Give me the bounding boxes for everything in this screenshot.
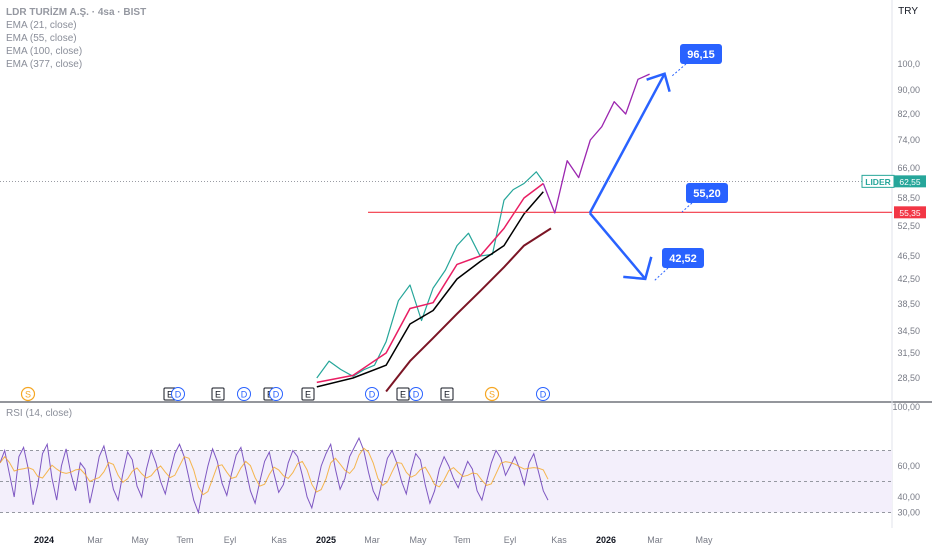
target-callout-box — [686, 183, 728, 203]
indicator-legend: LDR TURİZM A.Ş. · 4sa · BIST EMA (21, cl… — [6, 6, 146, 71]
rsi-tick-label: 60,00 — [897, 461, 920, 471]
ema-21-line — [316, 182, 544, 384]
earnings-marker — [301, 387, 315, 401]
event-marker-label: S — [25, 390, 31, 400]
price-tick-label: 42,50 — [897, 274, 920, 284]
projection-path — [542, 73, 650, 214]
up-arrow-head — [646, 72, 671, 93]
target-callout-box — [680, 44, 722, 64]
last-price-badge — [894, 175, 926, 188]
price-tick-label: 74,00 — [897, 135, 920, 145]
target-leader — [653, 267, 669, 282]
target-leader — [681, 202, 693, 213]
rsi-signal-line — [0, 447, 549, 496]
time-tick-label: Eyl — [504, 535, 517, 545]
target-callout-label: 55,20 — [693, 188, 721, 200]
level-badge — [894, 206, 926, 219]
time-tick-label: Tem — [453, 535, 470, 545]
price-tick-label: 58,50 — [897, 193, 920, 203]
event-marker-label: E — [305, 390, 311, 400]
event-marker-label: E — [400, 390, 406, 400]
dividend-marker — [409, 387, 423, 401]
ema-55-line — [316, 191, 544, 388]
event-marker-label: D — [175, 390, 182, 400]
legend-ema-55[interactable]: EMA (55, close) — [6, 33, 77, 44]
time-tick-label: Mar — [87, 535, 103, 545]
earnings-marker — [440, 387, 454, 401]
earnings-marker — [211, 387, 225, 401]
dividend-marker — [171, 387, 185, 401]
time-tick-label: 2024 — [34, 535, 54, 545]
dividend-marker — [536, 387, 550, 401]
up-arrow-shaft — [588, 73, 666, 214]
target-callout-label: 42,52 — [669, 253, 697, 265]
event-marker-label: D — [540, 390, 547, 400]
time-tick-label: Mar — [364, 535, 380, 545]
rsi-legend[interactable]: RSI (14, close) — [6, 408, 73, 419]
price-tick-label: 100,0 — [897, 59, 920, 69]
dividend-marker — [365, 387, 379, 401]
price-tick-label: 90,00 — [897, 85, 920, 95]
legend-ema-377[interactable]: EMA (377, close) — [6, 59, 83, 70]
dividend-marker — [237, 387, 251, 401]
time-tick-label: Tem — [176, 535, 193, 545]
event-marker-label: E — [167, 390, 173, 400]
time-tick-label: Eyl — [224, 535, 237, 545]
down-arrow-shaft — [588, 212, 647, 280]
last-price-badge-label: 62,55 — [899, 177, 921, 187]
time-tick-label: Kas — [551, 535, 567, 545]
event-marker-label: S — [489, 390, 495, 400]
price-tick-label: 34,50 — [897, 326, 920, 336]
time-tick-label: May — [131, 535, 149, 545]
split-marker — [20, 386, 36, 402]
target-leader — [671, 63, 687, 77]
target-callout-box — [662, 248, 704, 268]
price-tick-label: 82,00 — [897, 109, 920, 119]
legend-ema-21[interactable]: EMA (21, close) — [6, 20, 77, 31]
target-callout-label: 96,15 — [687, 49, 715, 61]
price-tick-label: 31,50 — [897, 348, 920, 358]
price-tick-label: 52,50 — [897, 221, 920, 231]
event-marker-label: D — [273, 390, 280, 400]
price-tick-label: 66,00 — [897, 163, 920, 173]
ema-377-line — [385, 227, 552, 393]
rsi-tick-label: 40,00 — [897, 492, 920, 502]
rsi-tick-label: 100,00 — [892, 402, 920, 412]
time-tick-label: Kas — [271, 535, 287, 545]
currency-label: TRY — [898, 6, 918, 17]
event-marker-label: E — [444, 390, 450, 400]
event-marker-label: D — [241, 390, 248, 400]
event-marker-label: D — [413, 390, 420, 400]
split-marker — [484, 386, 500, 402]
event-marker-label: D — [369, 390, 376, 400]
time-tick-label: 2025 — [316, 535, 336, 545]
legend-ema-100[interactable]: EMA (100, close) — [6, 46, 83, 57]
down-arrow-head — [623, 256, 653, 281]
price-tick-label: 28,50 — [897, 373, 920, 383]
rsi-tick-label: 30,00 — [897, 508, 920, 518]
time-tick-label: May — [695, 535, 713, 545]
price-tick-label: 38,50 — [897, 299, 920, 309]
event-marker-label: E — [215, 390, 221, 400]
price-line — [316, 171, 544, 379]
time-tick-label: May — [409, 535, 427, 545]
rsi-line — [0, 436, 549, 515]
symbol-title[interactable]: LDR TURİZM A.Ş. · 4sa · BIST — [6, 7, 147, 18]
ticker-badge-label: LIDER — [865, 177, 891, 187]
level-badge-label: 55,35 — [899, 208, 921, 218]
time-tick-label: 2026 — [596, 535, 616, 545]
price-tick-label: 46,50 — [897, 251, 920, 261]
dividend-marker — [269, 387, 283, 401]
time-tick-label: Mar — [647, 535, 663, 545]
